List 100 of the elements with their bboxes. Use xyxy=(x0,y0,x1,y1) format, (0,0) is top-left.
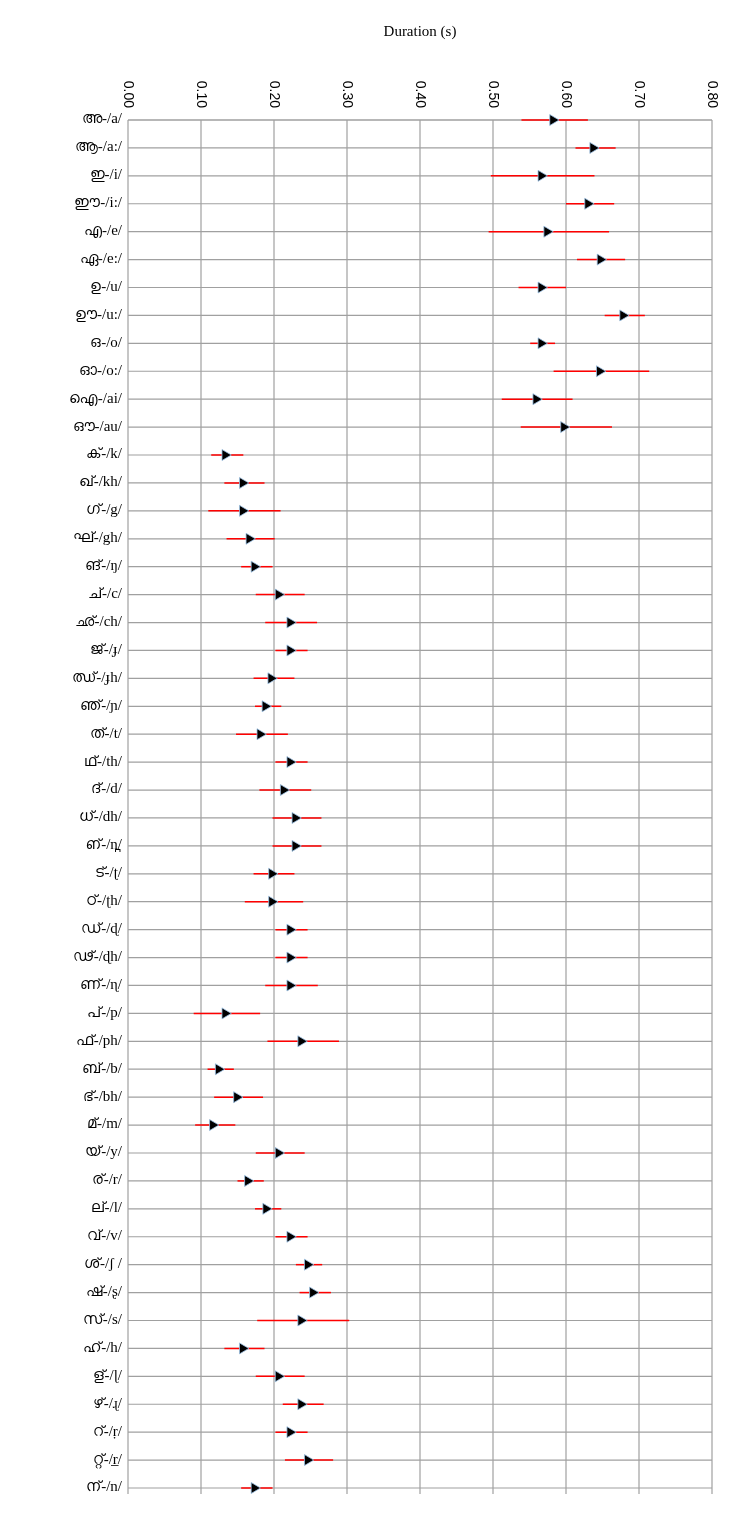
y-tick-label: ജ്-/ɟ/ xyxy=(89,640,123,657)
point xyxy=(209,1119,220,1131)
x-tick-label: 0.40 xyxy=(413,80,430,109)
point xyxy=(286,616,297,629)
point xyxy=(239,504,250,517)
point xyxy=(274,1370,286,1383)
y-tick-label: ഠ്-/ʈh/ xyxy=(86,892,123,909)
x-axis-title: Duration (s) xyxy=(383,23,457,40)
point xyxy=(286,644,297,657)
point xyxy=(309,1286,320,1299)
y-tick-label: ല്-/l/ xyxy=(90,1199,123,1216)
y-tick-label: ന്-/n/ xyxy=(86,1478,123,1495)
y-tick-label: ഩ്-/n̪/ xyxy=(86,836,123,853)
point xyxy=(543,225,554,238)
point xyxy=(279,784,291,796)
point xyxy=(291,812,302,824)
y-tick-label: ട്-/ʈ/ xyxy=(94,864,123,881)
point xyxy=(274,588,286,601)
point xyxy=(297,1398,308,1411)
point xyxy=(560,421,571,433)
y-tick-label: ഏ-/e:/ xyxy=(79,250,123,267)
y-tick-label: ഓ-/o:/ xyxy=(79,361,123,378)
y-tick-label: ഖ്-/kh/ xyxy=(78,473,123,490)
y-tick-label: വ്-/v/ xyxy=(87,1227,123,1244)
y-tick-label: ഔ-/au/ xyxy=(72,417,123,434)
y-tick-label: ഢ്-/ɖh/ xyxy=(72,947,123,964)
y-tick-label: റ്-/ṛ/ xyxy=(92,1422,123,1439)
y-tick-label: ഹ്-/h/ xyxy=(83,1338,123,1355)
y-tick-label: ര്-/r/ xyxy=(91,1171,123,1188)
y-tick-label: ഒ-/o/ xyxy=(90,333,123,350)
point xyxy=(589,142,600,154)
x-tick-label: 0.20 xyxy=(267,80,284,109)
y-tick-label: ഘ്-/gh/ xyxy=(72,529,123,546)
x-tick-label: 0.70 xyxy=(632,80,649,109)
point xyxy=(215,1063,226,1076)
y-tick-label: ഝ്-/ɟh/ xyxy=(72,668,123,685)
point xyxy=(245,532,256,545)
point xyxy=(256,728,267,741)
point xyxy=(262,1202,273,1215)
y-tick-label: മ്-/m/ xyxy=(87,1115,123,1132)
y-tick-label: ഷ്-/ʂ/ xyxy=(85,1283,123,1300)
y-tick-label: ഴ്-/ɻ/ xyxy=(92,1394,123,1411)
y-tick-label: ഐ-/ai/ xyxy=(68,389,123,407)
point xyxy=(596,253,607,266)
point xyxy=(286,1230,297,1243)
point xyxy=(297,1035,308,1048)
y-tick-label: അ-/a/ xyxy=(82,110,123,127)
y-tick-label: ഇ-/i/ xyxy=(89,166,123,183)
y-tick-label: റ്റ്-/r̲/ xyxy=(92,1450,123,1469)
y-tick-label: ണ്-/ɳ/ xyxy=(80,975,123,992)
point xyxy=(619,309,630,322)
y-tick-label: ആ-/a:/ xyxy=(74,138,123,155)
point xyxy=(537,281,548,294)
point xyxy=(244,1175,255,1187)
point xyxy=(286,979,297,992)
point xyxy=(596,365,607,378)
point xyxy=(274,1147,286,1159)
point xyxy=(297,1314,308,1327)
y-tick-label: ബ്-/b/ xyxy=(82,1059,123,1076)
point xyxy=(221,449,232,461)
y-tick-label: ഭ്-/bh/ xyxy=(82,1087,123,1104)
point xyxy=(267,672,278,685)
point xyxy=(291,839,302,852)
y-tick-label: എ-/e/ xyxy=(84,222,123,240)
x-tick-label: 0.80 xyxy=(705,80,722,109)
y-tick-label: ത്-/t/ xyxy=(89,724,123,741)
point xyxy=(250,560,261,573)
x-tick-label: 0.10 xyxy=(194,80,211,109)
x-tick-label: 0.30 xyxy=(340,80,357,109)
x-tick-label: 0.00 xyxy=(121,80,138,109)
y-tick-label: ങ്-/ŋ/ xyxy=(85,557,123,574)
point xyxy=(304,1258,315,1271)
y-tick-label: പ്-/p/ xyxy=(87,1003,123,1020)
y-tick-label: ദ്-/d/ xyxy=(91,780,123,797)
point xyxy=(286,756,297,769)
y-tick-label: ള്-/ɭ/ xyxy=(92,1366,123,1383)
y-tick-label: ച്-/c/ xyxy=(88,585,123,602)
point xyxy=(537,337,548,350)
point xyxy=(239,1342,250,1355)
point xyxy=(250,1482,261,1494)
y-tick-label: ഗ്-/g/ xyxy=(86,501,123,518)
y-tick-label: ഉ-/u/ xyxy=(90,277,123,294)
y-tick-label: സ്-/s/ xyxy=(82,1310,123,1327)
y-tick-label: ധ്-/dh/ xyxy=(78,808,123,825)
point xyxy=(239,477,250,489)
y-tick-label: ക്-/k/ xyxy=(86,445,123,462)
y-tick-label: ഫ്-/ph/ xyxy=(75,1031,123,1048)
y-tick-label: ഊ-/u:/ xyxy=(75,305,123,322)
y-tick-label: ഥ്-/th/ xyxy=(84,752,123,769)
point xyxy=(261,700,272,713)
point xyxy=(286,923,297,936)
point xyxy=(268,895,279,908)
point xyxy=(584,197,595,210)
point xyxy=(233,1091,244,1104)
y-tick-label: ഡ്-/ɖ/ xyxy=(81,920,123,937)
point xyxy=(286,1426,297,1439)
point xyxy=(304,1454,315,1466)
point xyxy=(221,1007,232,1020)
point xyxy=(532,393,543,406)
y-tick-label: ഛ്-/ch/ xyxy=(74,612,123,629)
